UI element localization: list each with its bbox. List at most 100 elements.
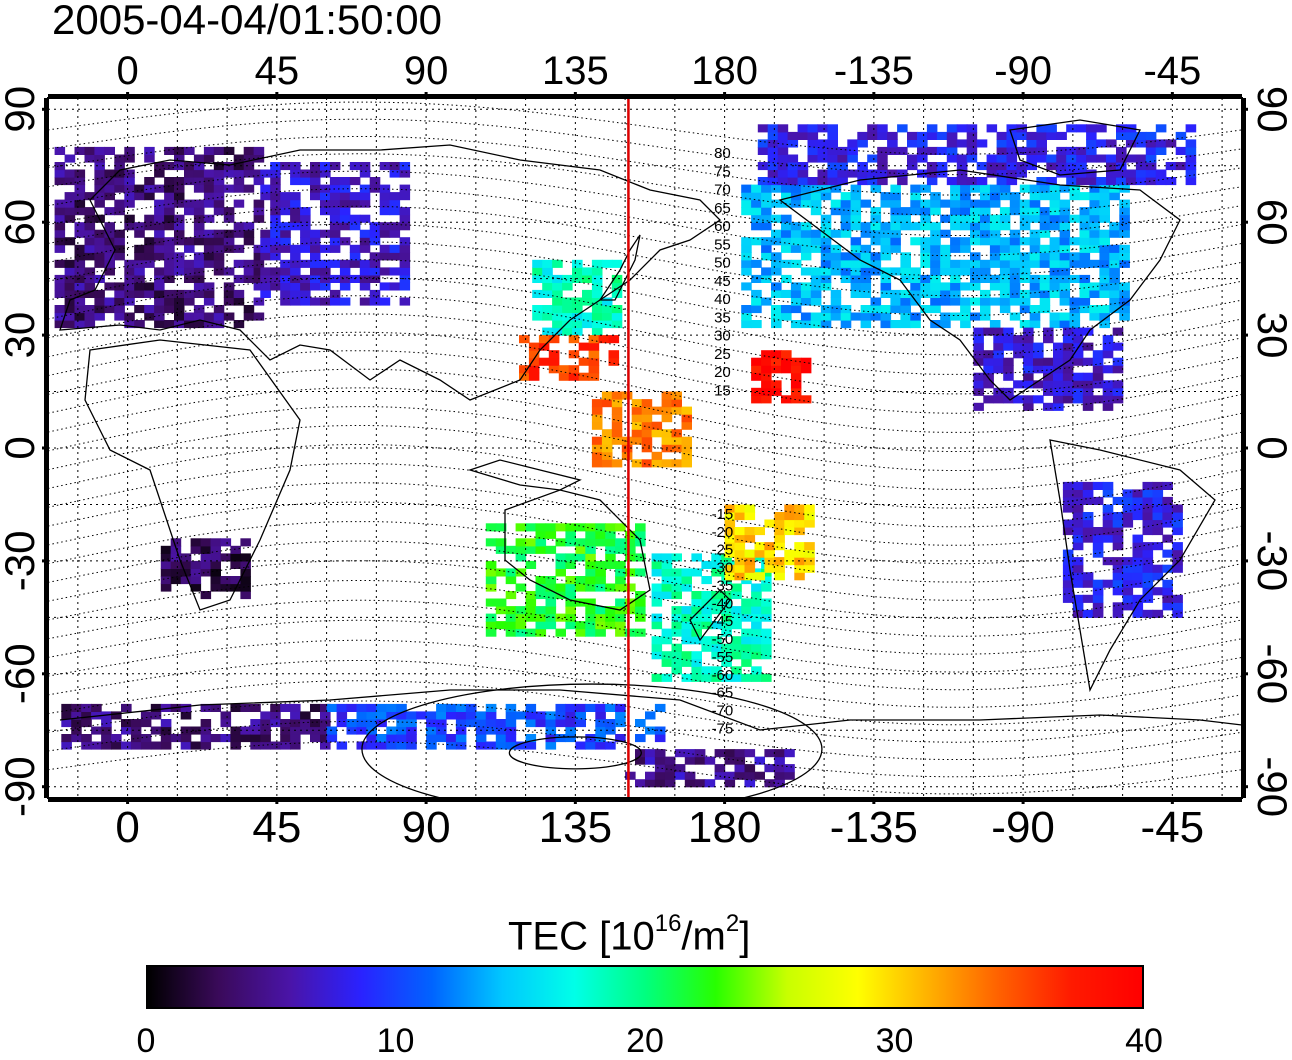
tec-cell (870, 222, 882, 231)
tec-cell (406, 734, 417, 743)
tec-cell (1112, 357, 1124, 366)
tec-cell (104, 259, 115, 268)
tec-cell (1099, 289, 1110, 298)
tec-cell (731, 673, 742, 682)
colorbar (146, 965, 1144, 1009)
tec-cell (54, 177, 66, 186)
tec-cell (64, 305, 76, 314)
tec-cell (359, 274, 371, 283)
tec-cell (973, 342, 984, 351)
tec-cell (1132, 489, 1144, 498)
tec-cell (870, 214, 882, 223)
tec-cell (376, 734, 387, 743)
tec-cell (930, 297, 941, 306)
tec-cell (605, 523, 616, 532)
tec-cell (475, 719, 487, 728)
tec-cell (1092, 380, 1104, 389)
tec-cell (837, 177, 848, 186)
tec-cell (71, 726, 82, 735)
tec-cell (366, 711, 377, 720)
tec-cell (446, 711, 457, 720)
tec-cell (810, 207, 822, 216)
tec-cell (681, 636, 692, 645)
tec-cell (1019, 252, 1031, 261)
tec-cell (704, 756, 716, 765)
tec-cell (870, 297, 882, 306)
tec-cell (767, 131, 779, 140)
tec-cell (711, 553, 722, 562)
tec-cell (74, 282, 86, 291)
tec-cell (681, 444, 692, 453)
tec-cell (1039, 289, 1051, 298)
tec-cell (900, 222, 911, 231)
tec-cell (757, 124, 769, 133)
tec-cell (585, 538, 596, 547)
tec-cell (1099, 252, 1110, 261)
tec-cell (213, 146, 225, 155)
tec-cell (926, 162, 938, 171)
tec-cell (54, 199, 66, 208)
tec-cell (399, 237, 411, 246)
tec-cell (1119, 289, 1130, 298)
tec-cell (104, 282, 115, 291)
tec-cell (761, 365, 772, 374)
contour-line (48, 560, 1242, 637)
tec-cell (1029, 305, 1041, 314)
tec-cell (575, 523, 586, 532)
tec-cell (124, 312, 135, 321)
tec-cell (1072, 481, 1084, 490)
tec-cell (213, 259, 225, 268)
lat-label-left: -30 (0, 531, 43, 592)
tec-cell (280, 297, 291, 306)
tec-cell (253, 146, 265, 155)
tec-cell (946, 154, 958, 163)
tec-cell (184, 312, 195, 321)
tec-cell (1162, 519, 1173, 528)
tec-cell (1062, 350, 1074, 359)
tec-cell (578, 357, 590, 366)
tec-cell (1059, 199, 1071, 208)
tec-cell (1122, 587, 1134, 596)
tec-cell (193, 177, 205, 186)
tec-cell (1043, 327, 1054, 336)
tec-cell (1112, 512, 1124, 521)
tec-cell (280, 741, 291, 750)
tec-cell (1059, 244, 1071, 253)
tec-cell (94, 252, 105, 261)
tec-cell (691, 553, 702, 562)
tec-cell (840, 192, 852, 201)
tec-cell (751, 207, 762, 216)
tec-cell (651, 553, 663, 562)
tec-cell (552, 274, 563, 283)
tec-cell (804, 557, 815, 566)
tec-cell (817, 124, 828, 133)
tec-cell (575, 719, 586, 728)
tec-cell (174, 289, 185, 298)
tec-cell (664, 771, 676, 780)
tec-cell (184, 289, 195, 298)
tec-cell (555, 560, 566, 569)
tec-cell (890, 229, 901, 238)
tec-cell (124, 320, 135, 329)
tec-cell (631, 429, 643, 438)
tec-cell (455, 734, 467, 743)
tec-cell (1079, 274, 1091, 283)
tec-cell (784, 504, 795, 513)
tec-cell (134, 244, 145, 253)
tec-cell (684, 771, 696, 780)
tec-cell (681, 406, 692, 415)
tec-cell (525, 538, 537, 547)
tec-cell (1049, 312, 1061, 321)
tec-cell (1162, 587, 1173, 596)
tec-cell (243, 162, 255, 171)
tec-cell (545, 741, 557, 750)
tec-cell (1059, 207, 1071, 216)
tec-cell (950, 259, 961, 268)
tec-cell (930, 305, 941, 314)
tec-cell (1029, 282, 1041, 291)
tec-cell (104, 222, 115, 231)
tec-cell (359, 169, 371, 178)
tec-cell (329, 207, 341, 216)
tec-cell (900, 207, 911, 216)
tec-cell (651, 560, 663, 569)
